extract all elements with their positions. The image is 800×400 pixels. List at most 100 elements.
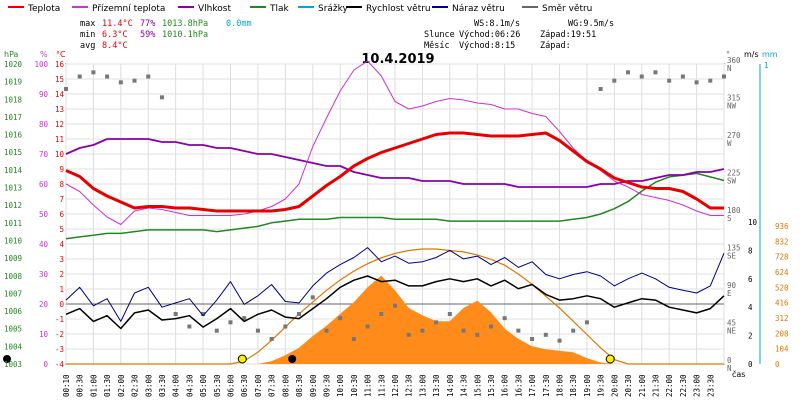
x-tick-label: 01:00 <box>89 374 98 397</box>
axis-hpa-tick: 1020 <box>4 60 23 69</box>
x-tick-label: 06:30 <box>240 374 249 397</box>
wind-dir-point <box>187 324 192 329</box>
axis-temp-tick: 0 <box>59 300 64 309</box>
pressure-line <box>65 172 725 240</box>
wind-dir-point <box>105 74 110 79</box>
axis-pct-tick: 70 <box>39 150 49 159</box>
axis-dir-cardinal: NE <box>727 327 737 336</box>
wind-dir-point <box>132 78 137 83</box>
legend: Teplota Přízemní teplota Vlhkost Tlak Srážky… <box>0 0 800 14</box>
axis-rad-tick: 728 <box>775 253 789 262</box>
axis-dir-cardinal: SW <box>727 177 737 186</box>
x-tick-label: 20:00 <box>610 374 619 397</box>
wind-dir-point <box>64 87 68 91</box>
wind-dir-point <box>708 78 713 83</box>
axis-hpa-tick: 1004 <box>4 342 23 351</box>
sun-label: Slunce <box>424 30 455 40</box>
axis-dir-tick: 225 <box>727 169 741 178</box>
x-tick-label: 08:00 <box>281 374 290 397</box>
wind-dir-point <box>488 324 493 329</box>
stat-min-hum: 59% <box>140 30 155 40</box>
x-tick-label: 03:00 <box>144 374 153 397</box>
axis-dir-tick: 45 <box>727 319 736 328</box>
wind-dir-point <box>653 70 658 75</box>
wind-dir-point <box>680 74 685 79</box>
legend-label: Náraz větru <box>452 4 505 14</box>
wind-dir-point <box>269 337 274 341</box>
axis-temp-tick: 16 <box>55 60 65 69</box>
axis-temp-tick: 12 <box>55 120 64 129</box>
axis-dir-tick: 180 <box>727 206 741 215</box>
wind-dir-point <box>722 74 726 79</box>
humidity-line <box>65 138 725 188</box>
axis-ms-tick: 2 <box>748 332 753 341</box>
wind-dir-point <box>447 312 452 316</box>
axis-mm-tick: 1 <box>764 61 769 70</box>
x-tick-label: 02:30 <box>131 374 140 397</box>
axis-rad-tick: 624 <box>775 268 789 277</box>
markers <box>3 354 615 364</box>
wind-dir-point <box>214 328 219 333</box>
x-tick-label: 20:30 <box>624 374 633 397</box>
axis-temp-tick: 15 <box>55 75 64 84</box>
x-tick-label: 09:00 <box>309 374 318 397</box>
wind-dir-point <box>324 328 329 333</box>
series-lines <box>65 60 725 330</box>
axis-rad-tick: 832 <box>775 237 789 246</box>
axis-ms-label: m/s <box>744 50 759 59</box>
legend-label: Směr větru <box>542 4 592 14</box>
axis-rad-tick: 312 <box>775 314 789 323</box>
axis-temp-tick: 13 <box>55 105 64 114</box>
axis-pct-tick: 20 <box>39 300 49 309</box>
x-tick-label: 10:30 <box>350 374 359 397</box>
axis-temp-label: °C <box>56 50 66 59</box>
wind-dir-point <box>612 78 617 83</box>
x-tick-label: 14:30 <box>460 374 469 397</box>
x-tick-label: 18:30 <box>569 374 578 397</box>
axis-hpa-tick: 1011 <box>4 219 22 228</box>
x-tick-label: 12:30 <box>405 374 414 397</box>
wind-dir-point <box>543 332 548 337</box>
x-tick-label: 07:30 <box>268 374 277 397</box>
axis-pct-tick: 0 <box>43 360 48 369</box>
x-tick-label: 11:30 <box>377 374 386 397</box>
axis-hpa-tick: 1015 <box>4 148 22 157</box>
legend-label: Teplota <box>27 4 60 14</box>
axis-hpa-label: hPa <box>4 50 19 59</box>
axis-temp-tick: 1 <box>59 285 64 294</box>
wind-dir-point <box>255 328 260 333</box>
axis-pct-tick: 90 <box>39 90 49 99</box>
wind-dir-point <box>626 70 631 75</box>
axis-temp-tick: -1 <box>55 315 64 324</box>
x-tick-label: 16:00 <box>501 374 510 397</box>
axis-rad-tick: 520 <box>775 283 789 292</box>
axis-pct-tick: 10 <box>39 330 49 339</box>
axis-dir-label: ° <box>726 50 730 59</box>
axis-ms-tick: 0 <box>748 360 753 369</box>
stat-min-pres: 1010.1hPa <box>162 30 208 40</box>
wind-dir-point <box>242 316 247 321</box>
axis-temp-tick: 5 <box>59 225 64 234</box>
axis-hpa-tick: 1005 <box>4 325 22 334</box>
x-tick-label: 05:30 <box>213 374 222 397</box>
stat-min-label: min <box>80 30 95 40</box>
wind-dir-point <box>598 87 603 91</box>
axis-pct-label: % <box>40 50 48 59</box>
axis-hpa-tick: 1010 <box>4 236 23 245</box>
wind-dir-point <box>91 70 96 75</box>
wind-dir-point <box>173 312 178 316</box>
axis-rad-tick: 104 <box>775 345 789 354</box>
wind-direction-points <box>64 70 726 343</box>
x-tick-label: 07:00 <box>254 374 263 397</box>
wind-dir-point <box>557 338 562 343</box>
x-tick-label: 10:00 <box>336 374 345 397</box>
axis-pct-tick: 80 <box>39 120 49 129</box>
wind-dir-point <box>338 316 343 321</box>
axis-dir-tick: 360 <box>727 56 741 65</box>
legend-bar <box>0 0 800 14</box>
axis-hpa-tick: 1014 <box>4 166 23 175</box>
x-tick-label: 01:30 <box>103 374 112 397</box>
wind-dir-point <box>228 320 233 325</box>
sunset-marker <box>605 354 615 364</box>
